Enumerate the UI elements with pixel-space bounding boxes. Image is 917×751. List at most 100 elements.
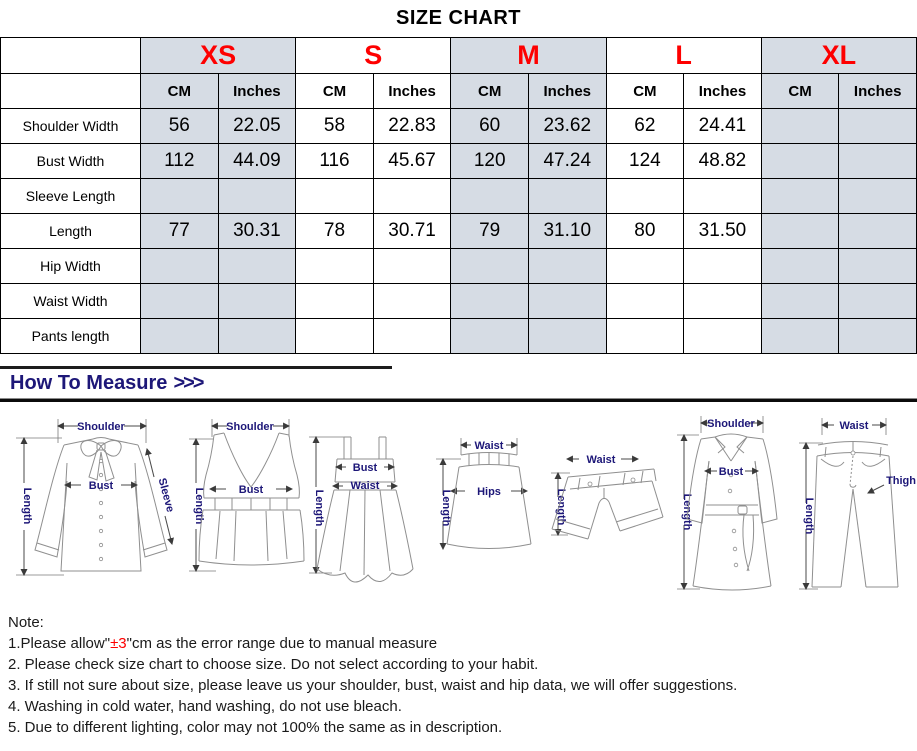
row-label: Bust Width — [0, 143, 141, 179]
table-row: Hip Width — [0, 248, 917, 284]
size-value-cell: 45.67 — [372, 143, 452, 179]
garment-blouse-sketch: Shoulder Length Bust Sleeve — [16, 419, 176, 577]
label-shoulder: Shoulder — [226, 421, 274, 433]
page-title: SIZE CHART — [396, 7, 521, 29]
label-hips: Hips — [477, 486, 501, 498]
size-value-cell: 56 — [140, 108, 219, 144]
divider-rule — [0, 398, 917, 402]
size-value-cell: 48.82 — [683, 143, 762, 179]
size-value-cell — [605, 283, 685, 319]
label-waist: Waist — [351, 480, 380, 492]
size-value-cell: 22.05 — [217, 108, 297, 144]
size-value-cell — [527, 248, 607, 284]
label-shoulder: Shoulder — [707, 418, 755, 430]
size-value-cell: 22.83 — [372, 108, 452, 144]
size-value-cell: 116 — [295, 143, 374, 179]
unit-header-cm-m: CM — [450, 73, 529, 109]
size-value-cell — [683, 248, 762, 284]
size-value-cell: 44.09 — [217, 143, 297, 179]
size-value-cell — [295, 178, 374, 214]
table-row: Sleeve Length — [0, 178, 917, 214]
size-value-cell — [295, 248, 374, 284]
size-value-cell — [605, 248, 685, 284]
corner-cell — [0, 37, 141, 74]
notes-section: Note: 1.Please allow"±3"cm as the error … — [0, 608, 917, 738]
row-label: Shoulder Width — [0, 108, 141, 144]
how-to-measure-title: How To Measure — [10, 372, 168, 394]
size-value-cell — [450, 283, 529, 319]
label-bust: Bust — [353, 462, 378, 474]
size-value-cell — [683, 318, 762, 354]
row-label: Sleeve Length — [0, 178, 141, 214]
size-value-cell: 23.62 — [527, 108, 607, 144]
label-thigh: Thigh — [886, 475, 916, 487]
size-value-cell: 62 — [605, 108, 685, 144]
label-bust: Bust — [719, 466, 744, 478]
size-value-cell — [838, 143, 917, 179]
size-value-cell: 124 — [605, 143, 685, 179]
size-value-cell — [760, 248, 840, 284]
size-value-cell: 30.71 — [372, 213, 452, 249]
row-label: Hip Width — [0, 248, 141, 284]
label-length: Length — [803, 498, 815, 535]
label-waist: Waist — [587, 454, 616, 466]
garment-skirt-sketch: Waist Length Hips — [436, 438, 532, 551]
garment-pants-sketch: Waist Length Thigh — [799, 418, 916, 591]
size-value-cell — [372, 178, 452, 214]
size-header-l: L — [605, 37, 762, 74]
note-1-prefix: 1.Please allow" — [8, 635, 111, 652]
notes-heading: Note: — [8, 614, 44, 631]
size-value-cell — [372, 283, 452, 319]
size-value-cell — [605, 318, 685, 354]
size-value-cell: 30.31 — [217, 213, 297, 249]
table-row: Waist Width — [0, 283, 917, 319]
size-value-cell: 31.10 — [527, 213, 607, 249]
triple-chevron-icon: >>> — [173, 372, 204, 394]
size-value-cell — [372, 318, 452, 354]
size-value-cell — [450, 248, 529, 284]
garment-shorts-sketch: Waist Length — [551, 454, 664, 540]
corner-cell — [0, 73, 141, 109]
note-line-3: 3. If still not sure about size, please … — [8, 677, 738, 694]
size-value-cell: 58 — [295, 108, 374, 144]
unit-header-inches-xl: Inches — [838, 73, 917, 109]
how-to-measure-header: How To Measure >>> — [0, 366, 392, 398]
unit-header-cm-xs: CM — [140, 73, 219, 109]
label-bust: Bust — [239, 484, 264, 496]
size-value-cell — [838, 318, 917, 354]
size-header-m: M — [450, 37, 607, 74]
size-value-cell: 79 — [450, 213, 529, 249]
unit-header-inches-l: Inches — [683, 73, 762, 109]
size-value-cell — [217, 248, 297, 284]
garment-dress-sketch: Length Bust Waist — [309, 435, 414, 583]
table-row: Pants length — [0, 318, 917, 354]
size-header-s: S — [295, 37, 452, 74]
unit-header-inches-s: Inches — [372, 73, 452, 109]
label-bust: Bust — [89, 480, 114, 492]
size-value-cell: 77 — [140, 213, 219, 249]
size-value-cell — [760, 213, 840, 249]
size-value-cell — [140, 178, 219, 214]
size-value-cell: 80 — [605, 213, 685, 249]
note-line-4: 4. Washing in cold water, hand washing, … — [8, 698, 402, 715]
label-length: Length — [21, 488, 33, 525]
label-waist: Waist — [840, 420, 869, 432]
size-value-cell — [760, 143, 840, 179]
size-value-cell — [527, 318, 607, 354]
garment-vest-sketch: Shoulder Length Bust — [189, 419, 305, 573]
unit-header-cm-xl: CM — [760, 73, 840, 109]
row-label: Waist Width — [0, 283, 141, 319]
label-waist: Waist — [475, 440, 504, 452]
label-length: Length — [681, 494, 693, 531]
row-label: Length — [0, 213, 141, 249]
size-value-cell: 31.50 — [683, 213, 762, 249]
size-value-cell — [140, 318, 219, 354]
size-value-cell — [372, 248, 452, 284]
size-value-cell — [217, 283, 297, 319]
unit-header-inches-m: Inches — [527, 73, 607, 109]
size-value-cell: 24.41 — [683, 108, 762, 144]
size-value-cell — [450, 178, 529, 214]
size-value-cell: 60 — [450, 108, 529, 144]
note-line-1: 1.Please allow"±3"cm as the error range … — [8, 633, 917, 654]
unit-header-cm-l: CM — [605, 73, 685, 109]
